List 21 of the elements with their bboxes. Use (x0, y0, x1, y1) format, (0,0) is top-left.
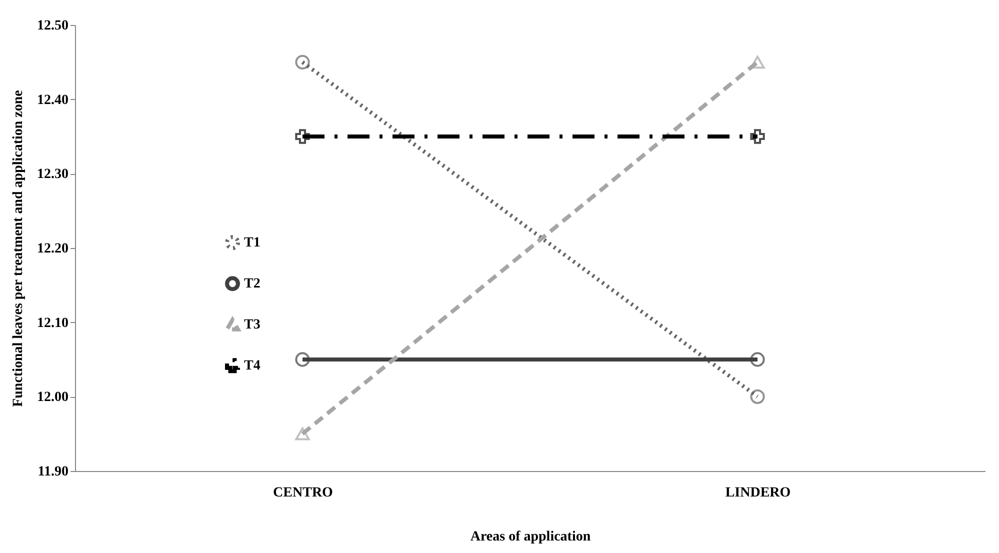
x-tick-label: LINDERO (725, 486, 791, 500)
legend-label: T1 (244, 236, 260, 251)
point (750, 352, 765, 367)
point (750, 389, 765, 404)
point (295, 54, 310, 70)
y-axis-title: Functional leaves per treatment and application zone (11, 90, 26, 407)
point (750, 129, 765, 144)
y-tick-label: 12.20 (37, 242, 68, 256)
y-tick-label: 12.00 (37, 390, 68, 406)
y-tick-label: 12.40 (37, 92, 68, 108)
legend-label: T4 (244, 358, 260, 374)
legend-label: T2 (244, 276, 260, 292)
point (295, 129, 310, 144)
y-tick-label: 12.50 (37, 18, 68, 34)
legend-label: T3 (244, 318, 260, 333)
y-tick-label: 11.90 (38, 464, 68, 480)
point (295, 352, 310, 367)
x-tick-label: CENTRO (273, 486, 334, 500)
x-axis-title: Areas of application (470, 530, 591, 544)
y-tick-label: 12.10 (37, 316, 68, 331)
y-tick-label: 12.30 (37, 167, 68, 182)
